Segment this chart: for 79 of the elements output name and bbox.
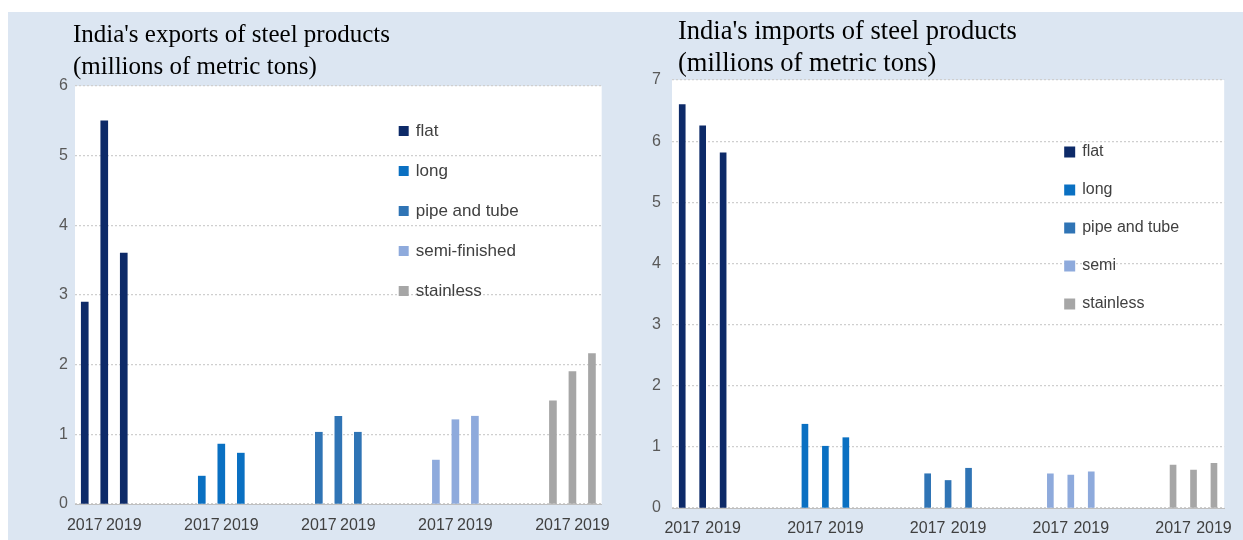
y-tick-label: 6 [652, 131, 662, 149]
chart-subtitle: (millions of metric tons) [73, 51, 317, 82]
x-tick-label: 2017 [664, 519, 701, 537]
legend-label: flat [415, 120, 439, 140]
bar [678, 104, 686, 508]
bar [334, 415, 343, 504]
y-tick-label: 0 [652, 498, 662, 516]
x-tick-label: 2017 [1155, 519, 1191, 537]
legend-label: pipe and tube [1082, 218, 1180, 236]
x-tick-label: 2019 [223, 516, 259, 534]
bar [1169, 464, 1177, 508]
x-tick-label: 2017 [1032, 519, 1069, 537]
y-tick-label: 6 [59, 76, 69, 94]
bar [197, 475, 206, 504]
x-tick-label: 2019 [457, 516, 493, 534]
bar [944, 480, 952, 508]
bar [471, 415, 479, 504]
x-tick-label: 2017 [535, 516, 571, 534]
x-tick-label: 2017 [66, 516, 103, 534]
bar [822, 445, 829, 508]
y-tick-label: 2 [652, 376, 662, 394]
x-tick-label: 2019 [1073, 519, 1110, 537]
bar [217, 443, 226, 504]
bar [924, 473, 931, 508]
x-tick-label: 2017 [184, 516, 220, 534]
chart-title: India's exports of steel products [73, 19, 390, 49]
legend-label: long [1082, 180, 1113, 198]
bar [965, 467, 972, 508]
y-tick-label: 7 [652, 70, 662, 88]
bar [119, 252, 128, 504]
bar [801, 423, 809, 508]
legend-label: semi-finished [415, 240, 516, 260]
x-tick-label: 2019 [705, 519, 742, 537]
bar [432, 459, 440, 504]
y-tick-label: 4 [652, 253, 662, 271]
bar [1067, 474, 1075, 508]
bar [1087, 471, 1095, 508]
y-tick-label: 2 [59, 355, 69, 373]
bar [549, 400, 557, 504]
y-tick-label: 1 [652, 437, 662, 455]
x-tick-label: 2019 [574, 516, 610, 534]
x-tick-label: 2017 [909, 519, 946, 537]
x-tick-label: 2019 [340, 516, 376, 534]
y-tick-label: 3 [652, 314, 662, 332]
x-tick-label: 2019 [828, 519, 864, 537]
y-tick-label: 5 [652, 192, 662, 210]
bar [315, 431, 323, 504]
bar [354, 431, 362, 504]
x-tick-label: 2017 [787, 519, 823, 537]
legend-label: flat [1082, 142, 1105, 160]
chart-subtitle: (millions of metric tons) [678, 46, 937, 78]
legend-label: semi [1082, 256, 1116, 274]
bar [568, 371, 577, 504]
legend-label: long [415, 160, 448, 180]
bar [699, 125, 707, 508]
x-tick-label: 2019 [105, 516, 142, 534]
bar [236, 452, 245, 504]
bar [100, 120, 109, 504]
x-tick-label: 2017 [301, 516, 337, 534]
y-tick-label: 3 [59, 285, 69, 303]
legend-label: pipe and tube [415, 200, 519, 220]
bar [451, 419, 460, 504]
bar [842, 437, 850, 508]
legend-label: stainless [1082, 294, 1145, 312]
bar [1047, 473, 1054, 508]
bar [719, 152, 727, 508]
y-tick-label: 1 [59, 424, 69, 442]
y-tick-label: 0 [59, 494, 69, 512]
bar [588, 353, 596, 504]
bar [1210, 463, 1218, 508]
x-tick-label: 2017 [418, 516, 454, 534]
legend-label: stainless [415, 280, 482, 300]
y-tick-label: 4 [59, 215, 69, 233]
x-tick-label: 2019 [950, 519, 987, 537]
bar [1190, 469, 1197, 508]
x-tick-label: 2019 [1196, 519, 1232, 537]
bar [80, 301, 89, 504]
chart-title: India's imports of steel products [678, 14, 1017, 46]
y-tick-label: 5 [59, 146, 69, 164]
